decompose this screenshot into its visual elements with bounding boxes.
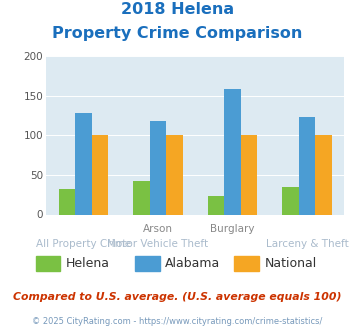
Bar (150, 121, 166, 214)
Text: Compared to U.S. average. (U.S. average equals 100): Compared to U.S. average. (U.S. average … (13, 292, 342, 302)
Text: Alabama: Alabama (165, 257, 220, 270)
Bar (299, 117, 315, 214)
Text: Arson: Arson (143, 224, 173, 234)
Bar (315, 135, 332, 214)
Text: © 2025 CityRating.com - https://www.cityrating.com/crime-statistics/: © 2025 CityRating.com - https://www.city… (32, 317, 323, 326)
Text: Property Crime Comparison: Property Crime Comparison (52, 26, 303, 41)
Bar (75, 113, 92, 214)
Text: National: National (264, 257, 317, 270)
Bar (208, 196, 224, 214)
Bar (166, 135, 182, 214)
Bar (241, 135, 257, 214)
Text: Larceny & Theft: Larceny & Theft (266, 239, 349, 249)
Text: Helena: Helena (66, 257, 110, 270)
Bar (59, 189, 75, 214)
Text: Burglary: Burglary (210, 224, 255, 234)
Text: Motor Vehicle Theft: Motor Vehicle Theft (108, 239, 208, 249)
Bar (133, 181, 150, 214)
Bar (92, 135, 108, 214)
Text: All Property Crime: All Property Crime (36, 239, 131, 249)
Bar (224, 89, 241, 214)
Bar (283, 187, 299, 214)
Text: 2018 Helena: 2018 Helena (121, 2, 234, 16)
